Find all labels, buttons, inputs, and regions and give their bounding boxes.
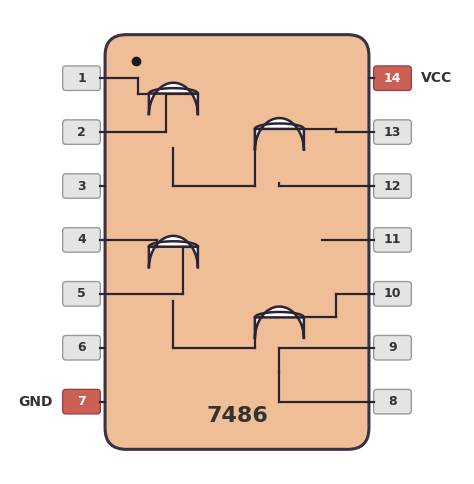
- FancyBboxPatch shape: [63, 282, 100, 306]
- Text: 11: 11: [384, 233, 401, 246]
- Text: 2: 2: [77, 126, 86, 138]
- Text: 7486: 7486: [206, 407, 268, 426]
- Polygon shape: [255, 306, 304, 339]
- FancyBboxPatch shape: [63, 227, 100, 252]
- FancyBboxPatch shape: [63, 335, 100, 360]
- Text: 12: 12: [384, 180, 401, 193]
- Text: 8: 8: [388, 395, 397, 408]
- Text: 13: 13: [384, 126, 401, 138]
- Text: 5: 5: [77, 287, 86, 301]
- Text: 1: 1: [77, 72, 86, 85]
- FancyBboxPatch shape: [374, 335, 411, 360]
- Text: 4: 4: [77, 233, 86, 246]
- FancyBboxPatch shape: [374, 174, 411, 198]
- Text: GND: GND: [19, 394, 53, 408]
- Text: 6: 6: [77, 341, 86, 354]
- Polygon shape: [149, 83, 198, 115]
- Text: VCC: VCC: [421, 71, 452, 85]
- FancyBboxPatch shape: [374, 390, 411, 414]
- Text: 14: 14: [384, 72, 401, 85]
- Text: 9: 9: [388, 341, 397, 354]
- FancyBboxPatch shape: [374, 120, 411, 144]
- Text: 3: 3: [77, 180, 86, 193]
- FancyBboxPatch shape: [63, 390, 100, 414]
- Text: 7: 7: [77, 395, 86, 408]
- FancyBboxPatch shape: [374, 227, 411, 252]
- FancyBboxPatch shape: [63, 120, 100, 144]
- FancyBboxPatch shape: [63, 66, 100, 91]
- Polygon shape: [149, 236, 198, 269]
- Polygon shape: [255, 118, 304, 151]
- FancyBboxPatch shape: [105, 35, 369, 449]
- Text: 10: 10: [384, 287, 401, 301]
- FancyBboxPatch shape: [63, 174, 100, 198]
- FancyBboxPatch shape: [374, 282, 411, 306]
- FancyBboxPatch shape: [374, 66, 411, 91]
